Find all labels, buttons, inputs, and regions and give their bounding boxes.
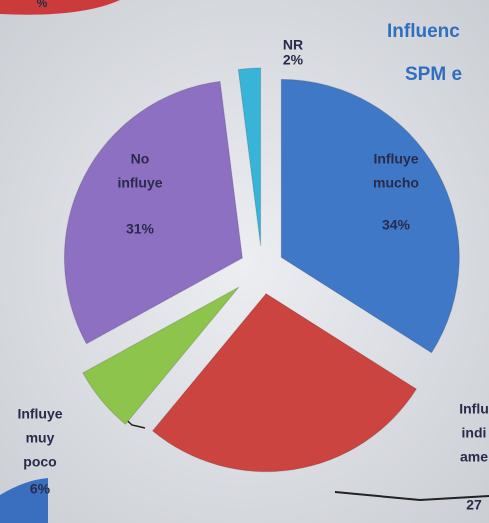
slice-label: muy xyxy=(26,430,55,446)
pie-slice xyxy=(237,67,262,247)
pie-slice xyxy=(280,78,460,354)
slice-label: mucho xyxy=(373,175,419,191)
slice-label: Influ xyxy=(459,401,489,417)
title: SPM e xyxy=(405,64,462,85)
value-label: 31% xyxy=(126,221,155,237)
title: Influenc xyxy=(387,21,460,42)
other-chart-slice xyxy=(0,0,120,15)
leader-line xyxy=(334,491,489,502)
slice-label: Influye xyxy=(373,151,418,167)
pie-slice xyxy=(151,293,418,473)
value-label: 27 xyxy=(466,497,482,513)
slice-label: influye xyxy=(117,175,162,191)
corner-fragment: % xyxy=(37,0,48,10)
value-label: 34% xyxy=(382,217,411,233)
pie-slice xyxy=(63,80,243,345)
slice-label: indi xyxy=(462,425,487,441)
slice-label: Influye xyxy=(17,406,62,422)
slice-label: NR xyxy=(283,37,303,53)
other-chart-slice xyxy=(0,478,48,523)
slice-label: No xyxy=(131,151,150,167)
value-label: 2% xyxy=(283,52,304,68)
pie-slice xyxy=(82,286,240,425)
slice-label: poco xyxy=(23,454,56,470)
value-label: 6% xyxy=(30,481,51,497)
slice-label: ame xyxy=(460,449,488,465)
